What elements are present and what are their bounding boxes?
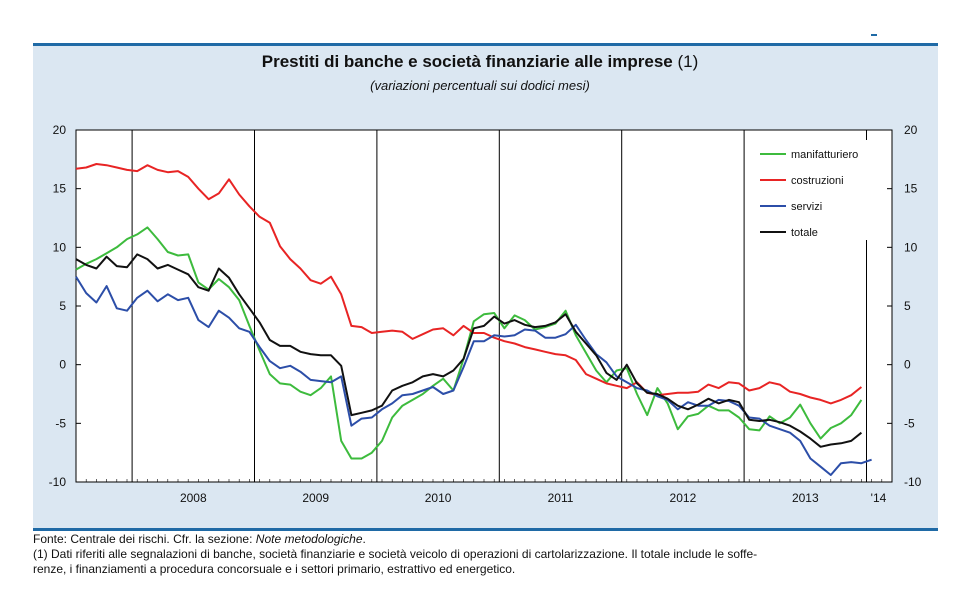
x-tick-label: 2013 xyxy=(792,491,819,505)
x-tick-label: 2012 xyxy=(670,491,697,505)
x-axis: 2008 2009 2010 2011 2012 2013 '14 xyxy=(180,491,887,505)
y-tick-label-right: -5 xyxy=(904,416,915,430)
y-tick-label-left: 5 xyxy=(59,299,66,313)
y-tick-label-right: 5 xyxy=(904,299,911,313)
chart-title: Prestiti di banche e società finanziarie… xyxy=(0,52,960,72)
series-line-costruzioni xyxy=(75,163,863,405)
source-end: . xyxy=(362,532,366,546)
year-gridlines xyxy=(75,130,893,482)
y-tick-label-right: 0 xyxy=(904,358,911,372)
x-tick-label: '14 xyxy=(871,491,887,505)
legend-label: totale xyxy=(791,227,818,239)
series-line-totale xyxy=(75,253,863,448)
chart-subtitle: (variazioni percentuali sui dodici mesi) xyxy=(370,78,590,93)
corner-mark xyxy=(871,34,877,36)
x-tick-label: 2011 xyxy=(548,491,574,505)
y-tick-label-left: 0 xyxy=(59,358,66,372)
chart-title-suffix: (1) xyxy=(677,52,699,71)
legend-label: costruzioni xyxy=(791,175,844,187)
series-lines xyxy=(75,163,872,476)
y-tick-label-right: 10 xyxy=(904,240,918,254)
x-tick-label: 2009 xyxy=(302,491,329,505)
series-line-servizi xyxy=(75,276,872,476)
y-tick-label-left: -5 xyxy=(55,416,66,430)
y-tick-label-right: 15 xyxy=(904,182,918,196)
y-tick-label-left: 10 xyxy=(53,240,67,254)
y-tick-label-left: -10 xyxy=(49,475,67,489)
series-line-manifatturiero xyxy=(75,226,863,460)
y-tick-label-right: -10 xyxy=(904,475,922,489)
y-tick-label-left: 20 xyxy=(53,123,67,137)
footnote-line-2: renze, i finanziamenti a procedura conco… xyxy=(33,562,516,576)
legend-label: manifatturiero xyxy=(791,149,858,161)
source-reference: Note metodologiche xyxy=(255,532,363,546)
legend-box xyxy=(752,140,882,240)
y-tick-label-right: 20 xyxy=(904,123,918,137)
source-prefix: Fonte: Centrale dei rischi. Cfr. la sezi… xyxy=(33,532,256,546)
x-tick-label: 2010 xyxy=(425,491,452,505)
y-axis-right: 20 15 10 5 0 -5 -10 xyxy=(887,123,922,489)
legend: manifatturiero costruzioni servizi totale xyxy=(752,140,882,240)
source-note: Fonte: Centrale dei rischi. Cfr. la sezi… xyxy=(33,532,943,547)
chart-title-main: Prestiti di banche e società finanziarie… xyxy=(261,52,673,71)
y-axis-left: 20 15 10 5 0 -5 -10 xyxy=(49,123,81,489)
y-tick-label-left: 15 xyxy=(53,182,67,196)
legend-label: servizi xyxy=(791,201,822,213)
x-tick-label: 2008 xyxy=(180,491,207,505)
chart-notes: Fonte: Centrale dei rischi. Cfr. la sezi… xyxy=(33,532,943,577)
footnote-line-1: (1) Dati riferiti alle segnalazioni di b… xyxy=(33,547,758,561)
